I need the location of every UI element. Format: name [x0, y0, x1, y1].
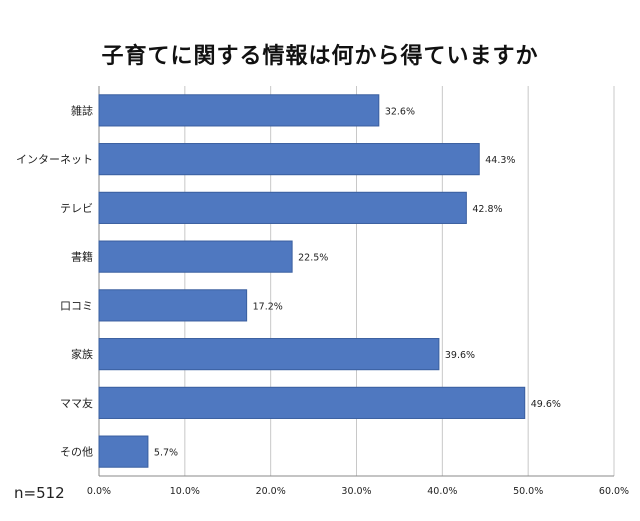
bar — [98, 240, 293, 273]
value-label: 17.2% — [253, 301, 283, 312]
bar — [98, 338, 440, 371]
value-label: 44.3% — [485, 155, 515, 166]
bar — [98, 191, 467, 224]
x-tick-label: 40.0% — [427, 486, 457, 497]
category-label: 家族 — [71, 347, 93, 361]
value-label: 32.6% — [385, 106, 415, 117]
bar — [98, 386, 526, 419]
category-label: 書籍 — [71, 250, 93, 264]
bar — [98, 435, 149, 468]
bars — [98, 94, 526, 468]
bar — [98, 143, 480, 176]
x-tick-label: 10.0% — [170, 486, 200, 497]
bar — [98, 289, 248, 322]
x-tick-label: 60.0% — [599, 486, 629, 497]
x-tick-label: 20.0% — [256, 486, 286, 497]
value-label: 42.8% — [472, 204, 502, 215]
value-label: 49.6% — [531, 399, 561, 410]
category-label: 雑誌 — [71, 103, 93, 117]
value-label: 22.5% — [298, 253, 328, 264]
bar — [98, 94, 380, 127]
category-label: 口コミ — [60, 299, 93, 312]
value-label: 5.7% — [154, 448, 178, 459]
category-label: その他 — [60, 446, 93, 459]
x-tick-label: 50.0% — [513, 486, 543, 497]
category-label: ママ友 — [60, 396, 93, 410]
value-label: 39.6% — [445, 350, 475, 361]
chart-title: 子育てに関する情報は何から得ていますか — [101, 44, 539, 69]
x-tick-label: 0.0% — [87, 486, 111, 497]
sample-size-note: n=512 — [14, 484, 65, 502]
category-label: インターネット — [16, 153, 93, 166]
labels: 0.0% 10.0% 20.0% 30.0% 40.0% 50.0% 60.0% 雑誌 32.6… — [16, 103, 629, 497]
x-tick-label: 30.0% — [341, 486, 371, 497]
category-label: テレビ — [60, 202, 93, 215]
